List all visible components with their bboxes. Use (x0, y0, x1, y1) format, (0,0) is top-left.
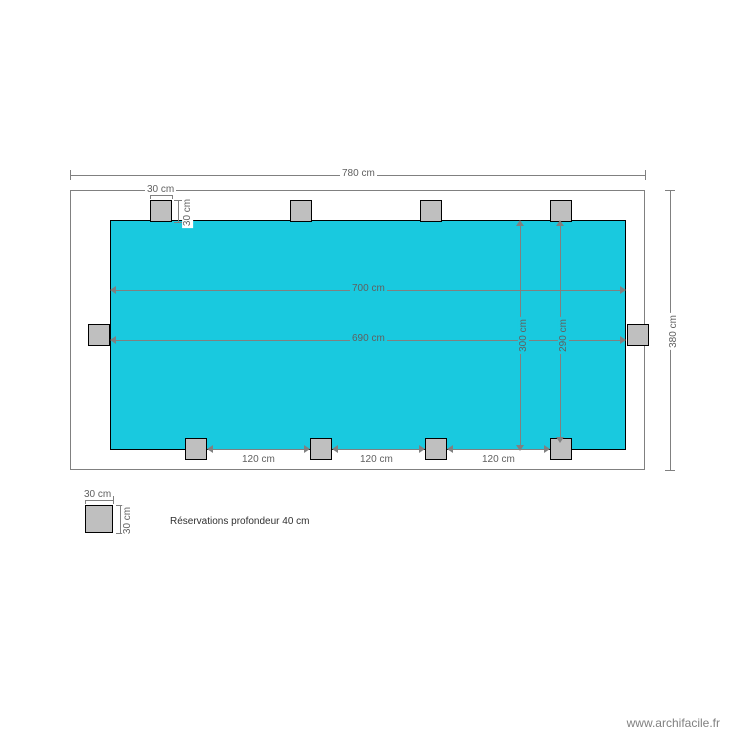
block-left (88, 324, 110, 346)
legend-w-line (85, 500, 113, 501)
dim-gap2-ar (419, 445, 425, 453)
dim-290-label: 290 cm (558, 317, 569, 354)
dim-block-h-label: 30 cm (182, 197, 193, 228)
legend-h-label: 30 cm (122, 505, 133, 536)
dim-gap3-al (447, 445, 453, 453)
dim-gap3-label: 120 cm (480, 454, 517, 465)
dim-700-al (110, 286, 116, 294)
plan-canvas: 780 cm 380 cm 30 cm 30 cm 700 cm 690 cm … (0, 0, 750, 750)
dim-290-ab (556, 437, 564, 443)
dim-gap3-ar (544, 445, 550, 453)
dim-block-h-line (178, 200, 179, 222)
dim-700-label: 700 cm (350, 283, 387, 294)
block-bottom-3 (425, 438, 447, 460)
dim-290-at (556, 220, 564, 226)
dim-gap2-al (332, 445, 338, 453)
dim-300-label: 300 cm (518, 317, 529, 354)
dim-gap2-label: 120 cm (358, 454, 395, 465)
block-top-2 (290, 200, 312, 222)
legend-block (85, 505, 113, 533)
dim-gap1-ar (304, 445, 310, 453)
dim-right-tick-t (665, 190, 675, 191)
dim-top-label: 780 cm (340, 168, 377, 179)
legend-w-label: 30 cm (82, 489, 113, 500)
dim-top-tick-l (70, 170, 71, 180)
dim-300-at (516, 220, 524, 226)
dim-gap1-label: 120 cm (240, 454, 277, 465)
dim-top-tick-r (645, 170, 646, 180)
dim-690-label: 690 cm (350, 333, 387, 344)
watermark: www.archifacile.fr (627, 716, 720, 730)
block-top-3 (420, 200, 442, 222)
dim-690-al (110, 336, 116, 344)
dim-block-w-label: 30 cm (145, 184, 176, 195)
dim-block-h-t1 (174, 200, 182, 201)
dim-690-ar (620, 336, 626, 344)
dim-gap3-line (452, 449, 545, 450)
block-right (627, 324, 649, 346)
dim-gap1-al (207, 445, 213, 453)
dim-block-w-line (150, 195, 172, 196)
legend-text: Réservations profondeur 40 cm (170, 516, 310, 527)
dim-gap1-line (212, 449, 305, 450)
block-bottom-1 (185, 438, 207, 460)
dim-right-tick-b (665, 470, 675, 471)
dim-gap2-line (337, 449, 420, 450)
dim-block-h-t2 (174, 222, 182, 223)
block-top-1 (150, 200, 172, 222)
block-top-4 (550, 200, 572, 222)
dim-300-ab (516, 445, 524, 451)
legend-h-line (120, 505, 121, 533)
dim-700-ar (620, 286, 626, 294)
dim-right-label: 380 cm (668, 313, 679, 350)
block-bottom-2 (310, 438, 332, 460)
